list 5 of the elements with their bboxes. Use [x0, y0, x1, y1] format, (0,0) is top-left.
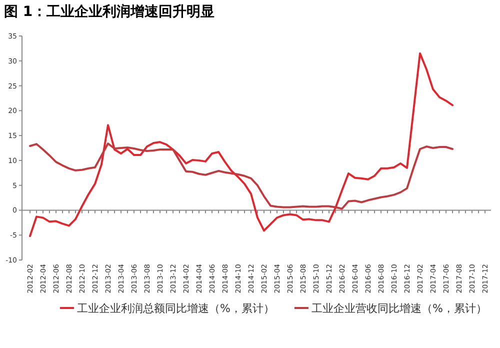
chart-title: 图 1：工业企业利润增速回升明显: [4, 3, 215, 20]
line-series: [29, 142, 454, 210]
line-series: [29, 52, 454, 238]
legend-label: 工业企业营收同比增速（%，累计）: [311, 302, 487, 315]
legend-label: 工业企业利润总额同比增速（%，累计）: [77, 302, 274, 315]
